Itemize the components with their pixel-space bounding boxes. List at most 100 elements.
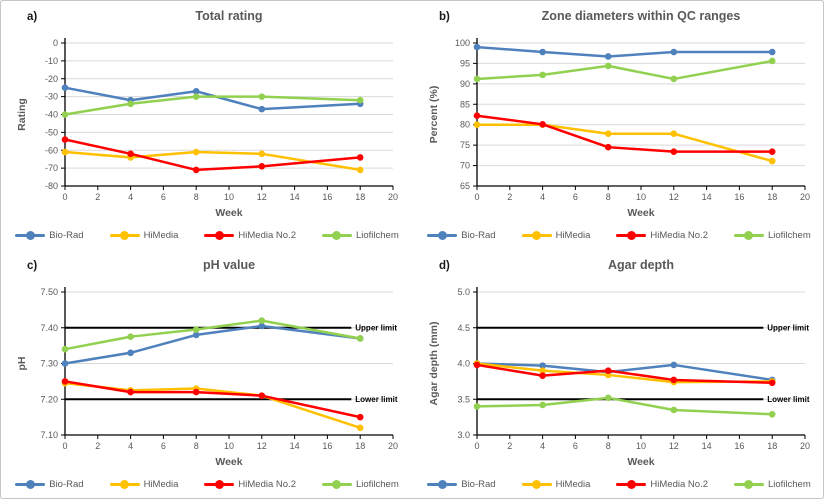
y-axis-title: pH: [16, 357, 28, 371]
chart-legend: Bio-Rad HiMedia HiMedia No.2 Liofilchem: [1, 472, 413, 496]
data-point-liofilchem: [670, 75, 678, 83]
data-point-himedia: [768, 157, 776, 165]
x-tick-label: 4: [128, 192, 133, 202]
legend-marker-icon: [427, 479, 458, 489]
legend-dot-icon: [214, 479, 224, 489]
chart-plot-agar-depth: 5.0 4.5 4.0 3.5 3.0 0 2 4 6 8 10 12 14 16 18 20 Upper li…: [428, 287, 810, 468]
series-line-bio-rad: [475, 45, 774, 58]
data-point-himedia: [670, 130, 678, 138]
y-tick-label: -60: [45, 145, 58, 155]
legend-dot-icon: [626, 230, 636, 240]
legend-label: HiMedia No.2: [650, 478, 708, 490]
y-tick-label: -30: [45, 92, 58, 102]
data-point-bio-rad: [604, 53, 612, 60]
x-tick-label: 18: [767, 441, 777, 451]
x-tick-label: 18: [355, 192, 365, 202]
legend-dot-icon: [744, 479, 754, 489]
data-point-liofilchem: [258, 93, 266, 100]
x-tick-label: 8: [606, 441, 611, 451]
x-tick-label: 0: [474, 192, 479, 202]
x-tick-label: 2: [95, 441, 100, 451]
panel-total-rating: a) Total rating 0 -10 -20 -30 -40 -50 -60 -70 -8…: [1, 1, 413, 250]
y-tick-label: -80: [45, 181, 58, 191]
y-tick-label: 100: [455, 38, 470, 48]
data-point-bio-rad: [258, 322, 266, 330]
legend-marker-icon: [427, 230, 458, 240]
x-tick-label: 8: [194, 192, 199, 202]
legend-item-himedia: HiMedia: [109, 229, 179, 241]
data-point-bio-rad: [473, 43, 481, 51]
y-axis-title: Percent (%): [428, 86, 440, 144]
legend-marker-icon: [15, 230, 46, 240]
data-point-liofilchem: [356, 335, 364, 342]
x-tick-label: 6: [573, 441, 578, 451]
series-line-liofilchem: [475, 396, 774, 416]
y-tick-label: -40: [45, 110, 58, 120]
panel-letter: d): [439, 260, 450, 272]
data-point-himedia-no-2: [473, 361, 481, 369]
chart-legend: Bio-Rad HiMedia HiMedia No.2 Liofilchem: [413, 472, 823, 496]
legend-marker-icon: [521, 230, 552, 240]
y-tick-label: 7.50: [40, 287, 58, 297]
legend-label: HiMedia No.2: [238, 229, 296, 241]
data-point-himedia: [192, 148, 200, 156]
y-tick-label: 4.0: [457, 359, 470, 369]
panel-letter: c): [27, 260, 38, 272]
data-point-himedia: [473, 121, 481, 129]
y-tick-label: 80: [460, 120, 470, 130]
y-tick-label: 90: [460, 79, 470, 89]
legend-item-liofilchem: Liofilchem: [733, 229, 811, 241]
data-point-himedia-no-2: [127, 388, 134, 396]
y-tick-label: 7.10: [40, 430, 58, 440]
chart-legend: Bio-Rad HiMedia HiMedia No.2 Liofilchem: [413, 223, 823, 247]
legend-label: HiMedia: [143, 229, 179, 241]
data-point-bio-rad: [768, 48, 776, 56]
x-tick-label: 20: [800, 441, 810, 451]
legend-label: Liofilchem: [767, 229, 811, 241]
chart-plot-zone-diameters: 100 95 90 85 80 75 70 65 0 2 4 6 8 10 12 14 16 18 20 Week Pe…: [428, 38, 810, 219]
legend-item-himedia: HiMedia: [521, 478, 591, 490]
data-point-liofilchem: [61, 111, 69, 118]
legend-dot-icon: [332, 479, 342, 489]
y-tick-label: 3.0: [457, 430, 470, 440]
x-tick-label: 14: [290, 192, 300, 202]
data-point-bio-rad: [61, 84, 69, 91]
x-tick-label: 14: [702, 441, 712, 451]
data-point-himedia-no-2: [192, 166, 200, 174]
legend-label: HiMedia: [143, 478, 179, 490]
panel-header: d) Agar depth: [413, 250, 823, 280]
legend-dot-icon: [437, 230, 447, 240]
data-point-himedia-no-2: [539, 372, 546, 379]
x-tick-label: 12: [257, 441, 267, 451]
data-point-himedia-no-2: [127, 150, 134, 158]
x-tick-label: 0: [62, 441, 67, 451]
y-tick-label: 7.20: [40, 394, 58, 404]
legend-item-bio-rad: Bio-Rad: [427, 230, 496, 241]
chart-plot-total-rating: 0 -10 -20 -30 -40 -50 -60 -70 -80 0 2 4 6 8 10 12 14 16 18…: [16, 38, 398, 219]
data-point-liofilchem: [356, 96, 364, 104]
x-axis-title: Week: [627, 207, 654, 219]
legend-item-bio-rad: Bio-Rad: [15, 230, 84, 241]
data-point-himedia-no-2: [192, 388, 200, 396]
x-tick-label: 16: [734, 441, 744, 451]
data-point-liofilchem: [768, 410, 776, 418]
y-tick-label: 7.30: [40, 359, 58, 369]
data-point-himedia: [258, 150, 266, 158]
chart-title: Zone diameters within QC ranges: [541, 9, 741, 23]
y-tick-label: -50: [45, 127, 58, 137]
panel-header: a) Total rating: [1, 1, 413, 31]
x-tick-label: 0: [62, 192, 67, 202]
legend-label: HiMedia: [555, 478, 591, 490]
legend-dot-icon: [532, 230, 542, 240]
data-point-himedia-no-2: [539, 121, 546, 128]
data-point-liofilchem: [258, 317, 266, 324]
data-point-liofilchem: [539, 401, 546, 409]
y-tick-label: 3.5: [457, 394, 470, 404]
panel-header: b) Zone diameters within QC ranges: [413, 1, 823, 31]
lower-limit-label: Lower limit: [767, 395, 810, 404]
x-tick-label: 2: [95, 192, 100, 202]
y-tick-label: 0: [53, 38, 58, 48]
x-tick-label: 2: [507, 192, 512, 202]
data-point-himedia-no-2: [604, 143, 612, 151]
legend-marker-icon: [109, 479, 140, 489]
